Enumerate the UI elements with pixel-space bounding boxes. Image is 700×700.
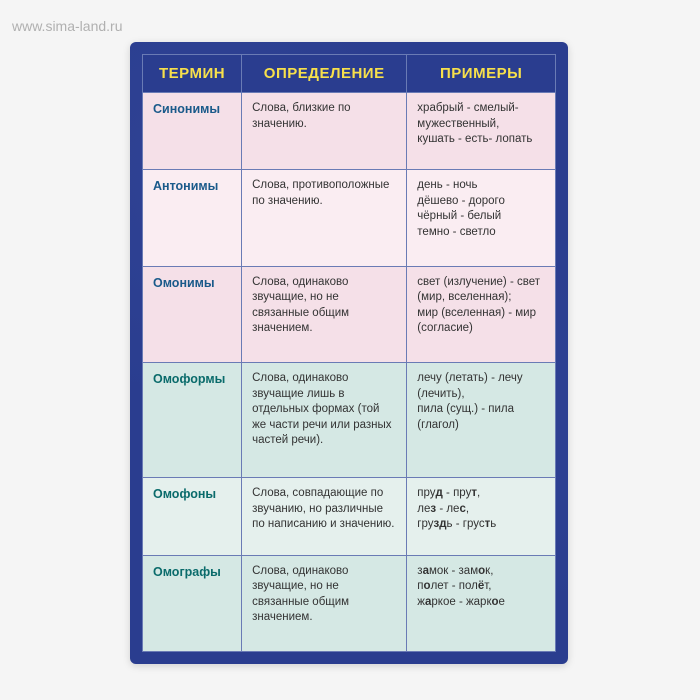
definition-cell: Слова, одинаково звучащие, но не связанн… bbox=[242, 555, 407, 651]
term-cell: Омонимы bbox=[143, 266, 242, 362]
term-cell: Омоформы bbox=[143, 363, 242, 478]
table-row: ОмоформыСлова, одинаково звучащие лишь в… bbox=[143, 363, 556, 478]
table-row: АнтонимыСлова, противоположные по значен… bbox=[143, 170, 556, 266]
definition-cell: Слова, совпадающие по звучанию, но разли… bbox=[242, 478, 407, 555]
header-term: ТЕРМИН bbox=[143, 55, 242, 93]
term-cell: Омографы bbox=[143, 555, 242, 651]
definition-cell: Слова, одинаково звучащие, но не связанн… bbox=[242, 266, 407, 362]
header-definition: ОПРЕДЕЛЕНИЕ bbox=[242, 55, 407, 93]
terms-table: ТЕРМИН ОПРЕДЕЛЕНИЕ ПРИМЕРЫ СинонимыСлова… bbox=[142, 54, 556, 652]
term-cell: Омофоны bbox=[143, 478, 242, 555]
table-row: ОмонимыСлова, одинаково звучащие, но не … bbox=[143, 266, 556, 362]
examples-cell: лечу (летать) - лечу (лечить),пила (сущ.… bbox=[407, 363, 556, 478]
examples-cell: свет (излучение) - свет (мир, вселенная)… bbox=[407, 266, 556, 362]
table-row: СинонимыСлова, близкие по значению.храбр… bbox=[143, 93, 556, 170]
term-cell: Антонимы bbox=[143, 170, 242, 266]
table-row: ОмофоныСлова, совпадающие по звучанию, н… bbox=[143, 478, 556, 555]
table-body: СинонимыСлова, близкие по значению.храбр… bbox=[143, 93, 556, 652]
definition-cell: Слова, близкие по значению. bbox=[242, 93, 407, 170]
examples-cell: храбрый - смелый- мужественный,кушать - … bbox=[407, 93, 556, 170]
table-header-row: ТЕРМИН ОПРЕДЕЛЕНИЕ ПРИМЕРЫ bbox=[143, 55, 556, 93]
term-cell: Синонимы bbox=[143, 93, 242, 170]
watermark-text: www.sima-land.ru bbox=[12, 18, 122, 34]
definition-cell: Слова, противоположные по значению. bbox=[242, 170, 407, 266]
header-examples: ПРИМЕРЫ bbox=[407, 55, 556, 93]
examples-cell: день - ночьдёшево - дорогочёрный - белый… bbox=[407, 170, 556, 266]
table-row: ОмографыСлова, одинаково звучащие, но не… bbox=[143, 555, 556, 651]
examples-cell: пруд - прут,лез - лес,груздь - грусть bbox=[407, 478, 556, 555]
examples-cell: замок - замок,полет - полёт,жаркое - жар… bbox=[407, 555, 556, 651]
definition-cell: Слова, одинаково звучащие лишь в отдельн… bbox=[242, 363, 407, 478]
reference-card: ТЕРМИН ОПРЕДЕЛЕНИЕ ПРИМЕРЫ СинонимыСлова… bbox=[130, 42, 568, 664]
